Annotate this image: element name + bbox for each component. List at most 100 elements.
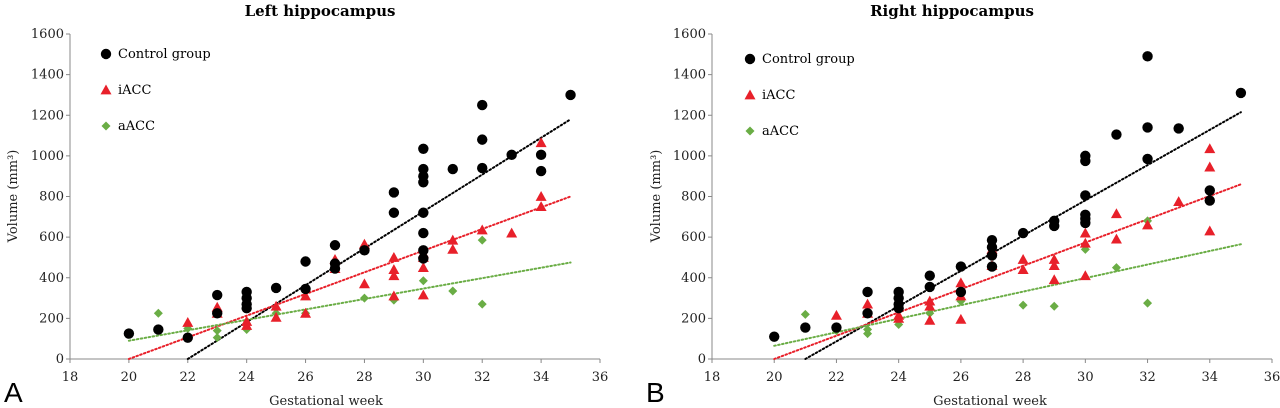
data-point — [477, 99, 488, 111]
data-point — [1142, 153, 1153, 165]
data-point — [418, 177, 429, 188]
x-tick-label: 36 — [1264, 370, 1280, 385]
data-point — [1048, 253, 1060, 264]
data-point — [924, 295, 936, 306]
data-point — [535, 191, 547, 201]
y-tick-label: 0 — [698, 352, 706, 367]
data-point — [1111, 263, 1121, 273]
data-point — [212, 289, 223, 301]
data-point — [418, 143, 429, 154]
legend-marker — [100, 84, 112, 95]
chart-title: Left hippocampus — [245, 2, 396, 20]
data-point — [1079, 237, 1091, 248]
data-point — [212, 308, 223, 319]
data-point — [1079, 227, 1091, 238]
panel-label: A — [4, 377, 23, 408]
data-point — [830, 309, 842, 320]
data-point — [300, 256, 311, 267]
trend-line — [127, 195, 572, 360]
data-point — [1017, 227, 1029, 239]
data-point — [1080, 190, 1091, 201]
x-tick-label: 20 — [121, 370, 138, 385]
data-point — [1048, 274, 1060, 285]
data-point — [862, 286, 873, 298]
data-point — [893, 312, 905, 323]
data-point — [893, 303, 904, 314]
data-point — [358, 278, 370, 289]
data-point — [986, 242, 998, 253]
data-point — [1204, 185, 1215, 196]
data-point — [418, 245, 429, 256]
y-tick-label: 800 — [681, 190, 706, 205]
data-point — [565, 89, 576, 101]
legend-marker — [744, 89, 756, 100]
data-point — [241, 303, 252, 314]
y-tick-label: 1400 — [31, 68, 64, 83]
data-point — [270, 282, 282, 294]
data-point — [535, 201, 547, 212]
data-point — [241, 319, 253, 330]
data-point — [418, 253, 429, 264]
x-tick-label: 34 — [1202, 370, 1219, 385]
x-tick-label: 22 — [828, 370, 845, 385]
y-tick-label: 1400 — [673, 68, 706, 83]
data-point — [477, 134, 488, 145]
data-point — [925, 308, 935, 318]
y-tick-label: 200 — [681, 311, 706, 326]
data-point — [506, 227, 518, 238]
x-tick-label: 30 — [415, 370, 432, 385]
data-point — [1049, 220, 1060, 232]
data-point — [418, 276, 428, 286]
data-point — [924, 314, 936, 325]
data-point — [418, 207, 429, 218]
data-point — [477, 299, 487, 309]
data-point — [447, 234, 459, 245]
data-point — [359, 293, 369, 303]
legend-marker — [100, 48, 112, 60]
y-tick-label: 0 — [56, 352, 64, 367]
legend-label: iACC — [762, 88, 795, 103]
legend-marker — [101, 121, 111, 131]
x-axis-label: Gestational week — [269, 394, 383, 408]
y-tick-label: 400 — [39, 271, 64, 286]
data-point — [1204, 225, 1216, 236]
data-point — [388, 264, 400, 275]
y-tick-label: 800 — [39, 190, 64, 205]
data-point — [447, 163, 458, 175]
data-point — [329, 240, 341, 251]
y-tick-label: 1000 — [673, 149, 706, 164]
legend-marker — [745, 126, 755, 136]
x-tick-label: 24 — [238, 370, 255, 385]
data-point — [388, 290, 400, 301]
data-point — [831, 322, 842, 333]
y-tick-label: 1600 — [31, 27, 64, 42]
data-point — [123, 328, 135, 339]
data-point — [800, 309, 810, 319]
data-point — [182, 316, 194, 327]
x-tick-label: 34 — [533, 370, 550, 385]
data-point — [863, 329, 873, 339]
y-tick-label: 1200 — [673, 108, 706, 123]
x-tick-label: 22 — [180, 370, 197, 385]
data-point — [1204, 195, 1215, 206]
data-point — [153, 308, 163, 318]
data-point — [1049, 301, 1059, 311]
data-point — [270, 311, 282, 322]
data-point — [535, 137, 547, 148]
chart-title: Right hippocampus — [870, 2, 1034, 20]
data-point — [1017, 264, 1029, 275]
x-tick-label: 24 — [890, 370, 907, 385]
data-point — [1080, 155, 1091, 167]
data-point — [1142, 51, 1153, 62]
trend-line — [127, 261, 572, 342]
right-hippocampus-chart: Right hippocampus B Volume (mm³) Gestati… — [646, 2, 1280, 408]
plot-area: 0 200 400 600 800 1000 1200 1400 1600 18 20 22 24 26 2… — [673, 27, 1280, 385]
data-point — [477, 235, 487, 245]
data-point — [955, 286, 967, 298]
data-point — [1017, 253, 1029, 264]
x-tick-label: 30 — [1077, 370, 1094, 385]
data-point — [476, 224, 488, 235]
data-point — [388, 187, 400, 198]
y-tick-label: 600 — [681, 230, 706, 245]
plot-area: 0 200 400 600 800 1000 1200 1400 1600 18 20 22 24 26 2… — [31, 27, 608, 385]
